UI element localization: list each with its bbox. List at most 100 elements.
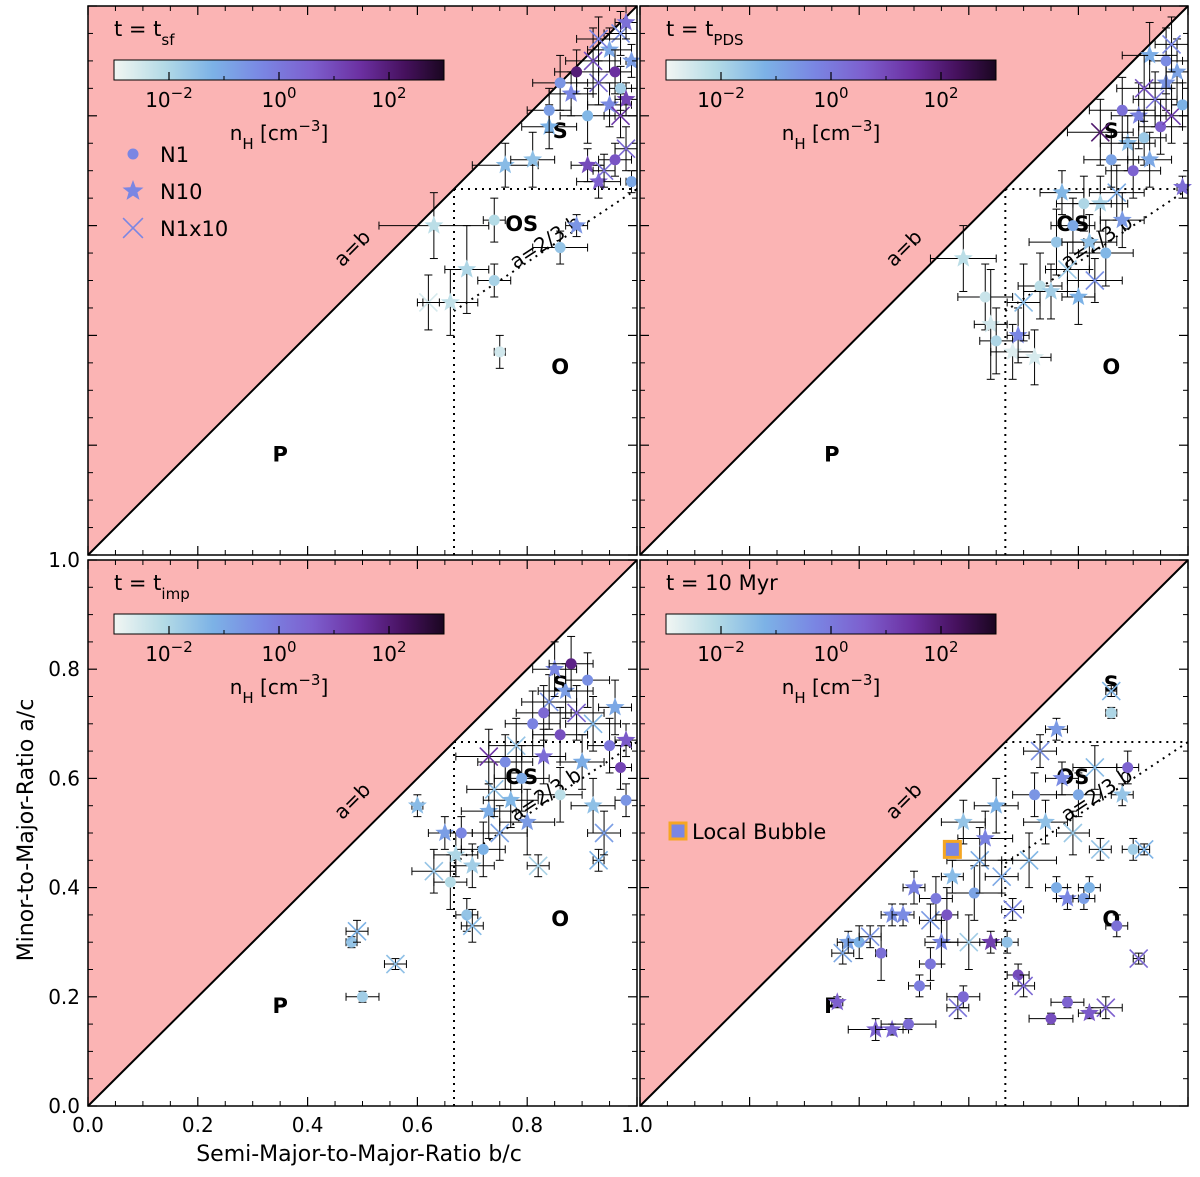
marker-x xyxy=(959,932,979,952)
marker-circle xyxy=(538,707,550,719)
data-point xyxy=(1028,1012,1074,1025)
data-point xyxy=(1171,82,1189,128)
marker-star xyxy=(495,155,515,174)
marker-circle xyxy=(620,794,632,806)
marker-star xyxy=(501,790,521,809)
data-point xyxy=(1023,799,1068,845)
marker-circle xyxy=(494,346,506,358)
data-point xyxy=(565,652,611,708)
colorbar-label-part: −3 xyxy=(298,117,320,135)
marker-star xyxy=(407,795,427,814)
data-point xyxy=(1088,76,1156,144)
colorbar-label: nH [cm−3] xyxy=(782,117,881,153)
marker-circle xyxy=(1050,236,1062,248)
data-point xyxy=(1110,783,1134,807)
marker-star xyxy=(1167,61,1187,80)
marker-circle xyxy=(565,658,577,670)
marker-star xyxy=(904,877,924,896)
data-point xyxy=(471,142,539,188)
marker-x xyxy=(594,161,614,181)
marker-star xyxy=(572,752,592,771)
marker-x xyxy=(424,861,444,881)
region-label-s: S xyxy=(1104,672,1119,696)
marker-circle xyxy=(477,843,489,855)
data-point xyxy=(537,766,583,823)
marker-star xyxy=(953,812,973,831)
marker-circle xyxy=(968,887,980,899)
data-point xyxy=(1001,832,1057,889)
marker-x xyxy=(567,703,587,723)
data-point xyxy=(614,783,638,818)
marker-star xyxy=(446,844,466,863)
data-point xyxy=(827,992,847,1011)
marker-star xyxy=(561,83,581,102)
marker-star xyxy=(1112,784,1132,803)
marker-star xyxy=(556,681,576,700)
colorbar-label-part: H xyxy=(242,135,253,153)
marker-circle xyxy=(1072,789,1084,801)
marker-circle xyxy=(1050,882,1062,894)
panel-title-subscript: imp xyxy=(161,585,189,603)
marker-x xyxy=(1090,839,1110,859)
marker-x xyxy=(1134,839,1154,859)
data-point xyxy=(460,821,506,878)
marker-circle xyxy=(1177,99,1189,111)
marker-star xyxy=(605,697,625,716)
legend-marker-star xyxy=(122,180,144,200)
marker-circle xyxy=(554,77,566,89)
y-tick-label: 0.6 xyxy=(48,766,80,790)
data-point xyxy=(1077,876,1101,900)
colorbar-label-part: H xyxy=(794,135,805,153)
marker-star xyxy=(462,855,482,874)
data-point xyxy=(532,54,589,111)
data-point xyxy=(345,990,380,1003)
data-point xyxy=(565,696,622,752)
data-point xyxy=(515,685,572,741)
marker-x xyxy=(506,736,526,756)
data-point xyxy=(449,843,495,889)
colorbar-label-part: ] xyxy=(320,675,328,699)
data-point xyxy=(455,728,523,785)
region-label-p: P xyxy=(272,994,287,1018)
ticks xyxy=(639,559,1189,1107)
y-tick-label: 1.0 xyxy=(48,548,80,572)
marker-x xyxy=(1161,106,1182,126)
data-point xyxy=(946,985,981,1009)
marker-x xyxy=(1014,292,1034,313)
data-point xyxy=(1077,219,1134,287)
marker-circle xyxy=(1127,843,1139,855)
colorbar-label: nH [cm−3] xyxy=(782,671,881,707)
data-point xyxy=(622,43,641,78)
marker-star xyxy=(1118,133,1138,152)
marker-star xyxy=(1129,105,1149,124)
marker-star xyxy=(1068,287,1088,306)
y-tick-label: 0.0 xyxy=(48,1094,80,1118)
line-a-two-thirds-b xyxy=(453,188,638,312)
data-point xyxy=(1023,263,1079,320)
x-axis-title: Semi-Major-to-Major-Ratio b/c xyxy=(196,1142,522,1167)
data-point xyxy=(589,848,609,872)
data-point xyxy=(847,925,871,960)
line-a-two-thirds-b xyxy=(1004,188,1189,312)
marker-star xyxy=(1112,210,1132,229)
data-point xyxy=(1006,263,1041,342)
line-a-equals-b xyxy=(639,5,1189,556)
region-label-o: O xyxy=(551,355,569,379)
marker-star xyxy=(942,866,962,885)
marker-x xyxy=(1096,998,1116,1018)
data-point xyxy=(1088,996,1123,1020)
region-label-s: S xyxy=(553,119,568,143)
data-point xyxy=(908,974,931,998)
data-point xyxy=(918,903,942,938)
marker-circle xyxy=(488,214,500,226)
marker-x xyxy=(1030,741,1050,761)
marker-x xyxy=(589,850,609,870)
marker-circle xyxy=(990,335,1002,347)
marker-star xyxy=(534,746,554,765)
marker-x xyxy=(970,850,990,870)
data-point xyxy=(598,142,633,177)
marker-star xyxy=(616,12,636,31)
colorbar-label-part: −3 xyxy=(298,671,320,689)
marker-x xyxy=(1090,122,1110,142)
